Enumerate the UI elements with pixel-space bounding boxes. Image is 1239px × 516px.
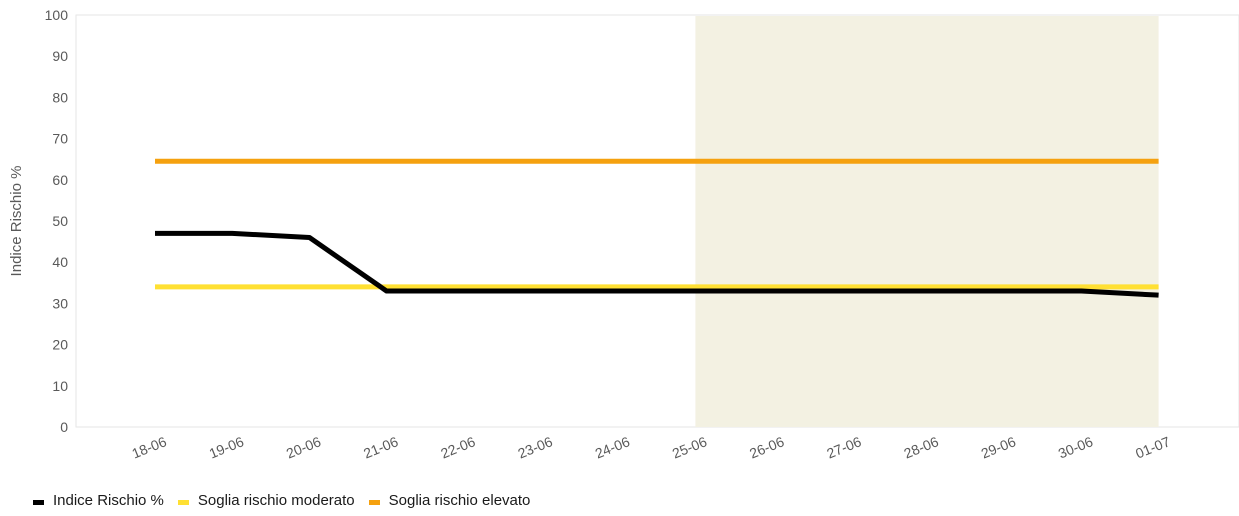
- x-tick-label: 30-06: [1056, 433, 1095, 461]
- y-tick-label: 100: [45, 7, 69, 23]
- legend-swatch-elevato: [368, 500, 380, 505]
- y-tick-label: 10: [52, 378, 68, 394]
- x-tick-label: 24-06: [593, 433, 632, 461]
- x-tick-label: 23-06: [516, 433, 555, 461]
- highlight-band: [695, 16, 1159, 427]
- y-axis: 0 10 20 30 40 50 60 70 80 90 100: [45, 7, 69, 435]
- legend: Indice Rischio % Soglia rischio moderato…: [33, 489, 544, 511]
- y-tick-label: 20: [52, 337, 68, 353]
- legend-swatch-indice: [33, 500, 44, 505]
- x-tick-label: 19-06: [207, 433, 246, 461]
- series-layer: [155, 158, 1159, 298]
- legend-label-elevato: Soglia rischio elevato: [388, 491, 531, 509]
- legend-label-indice: Indice Rischio %: [53, 491, 164, 509]
- legend-swatch-moderato: [177, 500, 189, 505]
- legend-item-elevato: Soglia rischio elevato: [368, 491, 531, 509]
- x-tick-label: 27-06: [824, 433, 863, 461]
- legend-item-moderato: Soglia rischio moderato: [177, 491, 355, 509]
- y-tick-label: 30: [52, 295, 68, 311]
- x-tick-label: 25-06: [670, 433, 709, 461]
- line-chart: 0 10 20 30 40 50 60 70 80 90 100 18-06 19-06 20-06 21…: [8, 7, 1239, 461]
- series-line-0: [155, 230, 1159, 298]
- legend-item-indice: Indice Rischio %: [33, 492, 164, 509]
- y-tick-label: 70: [52, 131, 68, 147]
- y-tick-label: 90: [52, 48, 68, 64]
- y-tick-label: 80: [52, 89, 68, 105]
- y-tick-label: 40: [52, 254, 68, 270]
- x-tick-label: 20-06: [284, 433, 323, 461]
- x-tick-label: 26-06: [747, 433, 786, 461]
- x-axis: 18-06 19-06 20-06 21-06 22-06 23-06 24-06 25-06…: [130, 433, 1173, 461]
- y-tick-label: 0: [60, 419, 68, 435]
- y-axis-label: Indice Rischio %: [8, 166, 25, 277]
- x-tick-label: 21-06: [361, 433, 400, 461]
- x-tick-label: 28-06: [902, 433, 941, 461]
- x-tick-label: 22-06: [438, 433, 477, 461]
- legend-label-moderato: Soglia rischio moderato: [197, 491, 355, 509]
- y-tick-label: 60: [52, 172, 68, 188]
- x-tick-label: 01-07: [1133, 433, 1172, 461]
- y-tick-label: 50: [52, 213, 68, 229]
- x-tick-label: 18-06: [130, 433, 169, 461]
- x-tick-label: 29-06: [979, 433, 1018, 461]
